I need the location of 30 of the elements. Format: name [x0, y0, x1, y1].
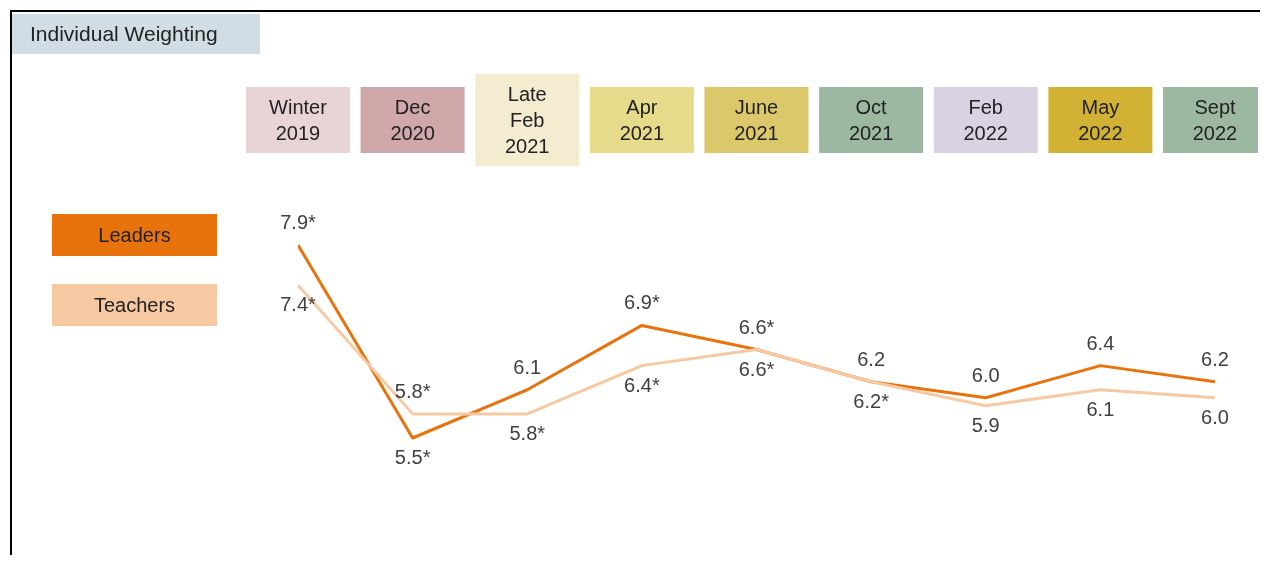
- data-label: 6.0: [971, 363, 1000, 386]
- text: Teachers: [52, 284, 217, 326]
- data-label: 6.2: [857, 347, 886, 370]
- data-label: 5.8*: [509, 421, 546, 444]
- data-label: 6.6*: [738, 315, 775, 338]
- x-tick-label: Oct 2021: [848, 96, 894, 144]
- x-tick-label: Winter 2019: [269, 96, 328, 144]
- x-tick-label: Dec 2020: [390, 96, 435, 144]
- data-label: 6.2*: [853, 389, 890, 412]
- text: Leaders: [52, 214, 217, 256]
- x-tick-label: June 2021: [734, 96, 779, 144]
- data-label: 6.9*: [624, 291, 660, 314]
- x-tick-label: Feb 2022: [963, 96, 1008, 144]
- x-tick-label: Sept 2022: [1192, 96, 1238, 144]
- data-label: 5.8*: [394, 379, 431, 402]
- x-tick-label: Late Feb 2021: [505, 83, 550, 157]
- data-label: 6.1: [1086, 397, 1115, 420]
- data-label: 6.4: [1086, 331, 1115, 354]
- data-label: 7.4*: [280, 293, 317, 316]
- data-label: 5.9: [971, 413, 1000, 436]
- x-tick-label: May 2022: [1078, 96, 1123, 144]
- data-label: 6.1: [513, 355, 542, 378]
- data-label: 7.9*: [280, 211, 317, 233]
- data-label: 6.6*: [738, 357, 775, 380]
- data-label: 6.2: [1201, 347, 1229, 370]
- data-label: 6.4*: [624, 373, 660, 396]
- chart-title: Individual Weighting: [12, 14, 260, 54]
- data-label: 5.5*: [394, 446, 431, 468]
- data-label: 6.0: [1201, 405, 1229, 428]
- x-tick-label: Apr 2021: [619, 96, 665, 144]
